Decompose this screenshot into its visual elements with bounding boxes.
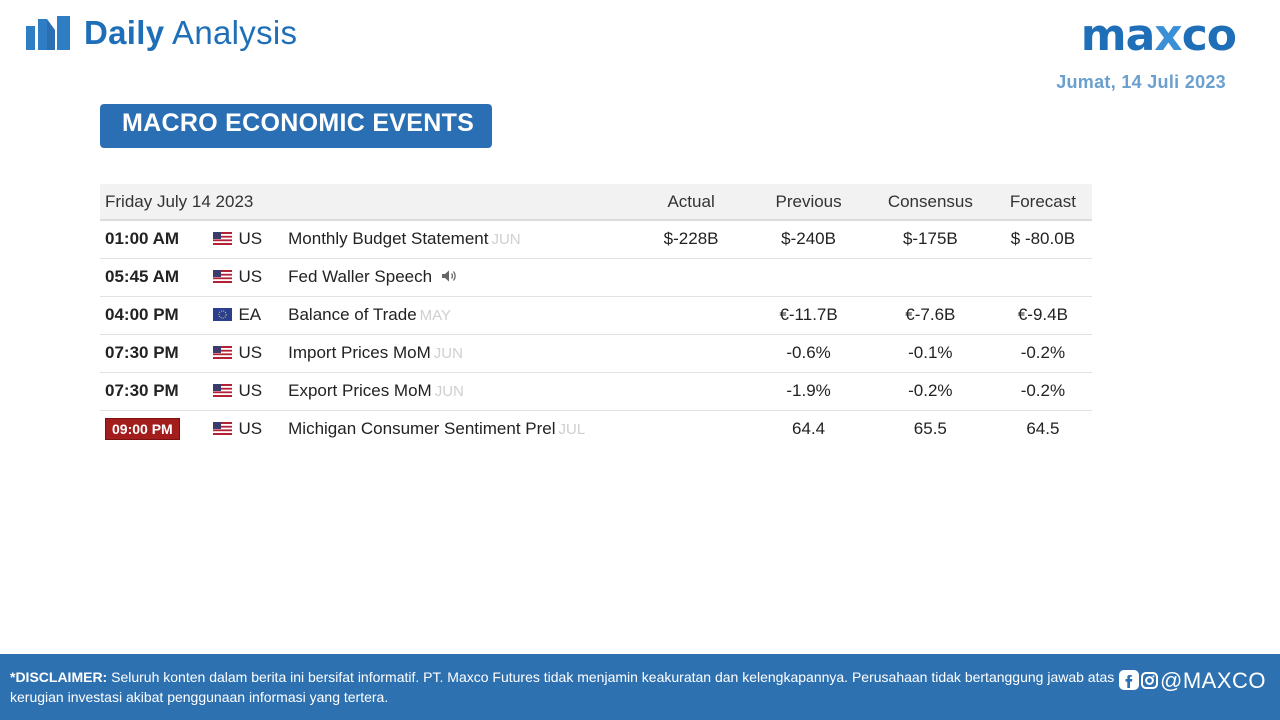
column-header-previous: Previous: [750, 184, 867, 220]
social-handle-text[interactable]: @MAXCO: [1159, 668, 1266, 693]
event-time: 07:30 PM: [100, 333, 214, 372]
event-name[interactable]: Fed Waller Speech: [288, 267, 433, 286]
country-code: US: [238, 381, 263, 400]
event-name[interactable]: Export Prices MoM: [288, 381, 432, 400]
consensus-value: -0.1%: [866, 333, 994, 372]
event-name[interactable]: Monthly Budget Statement: [288, 229, 489, 249]
event-name-cell[interactable]: Balance of Trade MAY: [288, 295, 632, 334]
consensus-value: [866, 257, 994, 296]
event-name-cell[interactable]: Export Prices MoM JUN: [288, 371, 632, 410]
forecast-value: -0.2%: [993, 371, 1092, 410]
previous-value: -0.6%: [750, 333, 867, 372]
column-header-actual: Actual: [631, 184, 751, 220]
table-header-row: Friday July 14 2023 Actual Previous Cons…: [100, 184, 1092, 220]
forecast-value: $ -80.0B: [993, 219, 1092, 258]
table-row: 04:00 PM EA Balance of Trade MAY €-11.7B …: [100, 295, 1092, 334]
event-name[interactable]: Import Prices MoM: [288, 343, 431, 362]
us-flag-icon: [213, 346, 233, 359]
event-period: JUL: [558, 421, 586, 439]
country-code: US: [238, 343, 263, 362]
forecast-value: €-9.4B: [993, 295, 1092, 334]
previous-value: $-240B: [750, 219, 867, 258]
eu-flag-icon: [213, 308, 233, 321]
actual-value: [631, 295, 751, 334]
us-flag-icon: [213, 270, 233, 283]
us-flag-icon: [213, 232, 233, 246]
event-country: US: [213, 257, 289, 296]
event-period: JUN: [491, 231, 521, 249]
brand-title-light: Analysis: [172, 14, 298, 51]
economic-events-table: Friday July 14 2023 Actual Previous Cons…: [100, 184, 1092, 448]
event-country: US: [213, 333, 289, 372]
consensus-value: €-7.6B: [866, 295, 994, 334]
brand-title: Daily Analysis: [84, 14, 297, 52]
previous-value: -1.9%: [750, 371, 867, 410]
event-country: EA: [213, 295, 289, 334]
event-name-cell[interactable]: Michigan Consumer Sentiment Prel JUL: [288, 409, 632, 448]
logo-x: x: [1154, 10, 1182, 61]
facebook-instagram-icon[interactable]: [1118, 668, 1158, 694]
event-time: 01:00 AM: [100, 219, 214, 258]
bar-chart-icon: [26, 16, 70, 50]
disclaimer-footer: *DISCLAIMER: Seluruh konten dalam berita…: [0, 654, 1280, 720]
event-name-cell[interactable]: Import Prices MoM JUN: [288, 333, 632, 372]
actual-value: [631, 257, 751, 296]
event-country: US: [213, 409, 289, 448]
forecast-value: [993, 257, 1092, 296]
table-row: 05:45 AM US Fed Waller Speech: [100, 257, 1092, 296]
table-row: 01:00 AM US Monthly Budget Statement JUN …: [100, 219, 1092, 258]
forecast-value: -0.2%: [993, 333, 1092, 372]
previous-value: [750, 257, 867, 296]
event-name[interactable]: Michigan Consumer Sentiment Prel: [288, 419, 556, 439]
country-code: US: [238, 419, 263, 439]
maxco-logo: maxco: [1080, 10, 1237, 61]
logo-right: co: [1181, 10, 1237, 61]
table-date-header: Friday July 14 2023: [100, 184, 632, 220]
forecast-value: 64.5: [993, 409, 1092, 448]
consensus-value: -0.2%: [866, 371, 994, 410]
event-period: JUN: [433, 345, 463, 362]
country-code: EA: [238, 305, 262, 324]
event-name[interactable]: Balance of Trade: [288, 305, 417, 324]
event-period: JUN: [434, 383, 464, 400]
event-name-cell[interactable]: Fed Waller Speech: [288, 257, 632, 296]
event-time: 05:45 AM: [100, 257, 214, 296]
social-handle[interactable]: @MAXCO: [1118, 668, 1266, 694]
disclaimer-line-1: *DISCLAIMER: Seluruh konten dalam berita…: [10, 667, 1225, 687]
previous-value: €-11.7B: [750, 295, 867, 334]
actual-value: $-228B: [631, 219, 751, 258]
section-banner: MACRO ECONOMIC EVENTS: [100, 104, 492, 148]
actual-value: [631, 333, 751, 372]
us-flag-icon: [213, 422, 233, 436]
consensus-value: $-175B: [866, 219, 994, 258]
event-country: US: [213, 371, 289, 410]
column-header-consensus: Consensus: [866, 184, 994, 220]
table-row: 09:00 PM US Michigan Consumer Sentiment …: [100, 409, 1092, 448]
event-time-highlight: 09:00 PM: [105, 418, 180, 441]
disclaimer-text-2: kerugian investasi akibat penggunaan inf…: [10, 689, 389, 705]
actual-value: [631, 371, 751, 410]
speaker-icon[interactable]: [441, 269, 458, 283]
event-country: US: [213, 219, 289, 258]
report-date: Jumat, 14 Juli 2023: [1056, 72, 1226, 92]
actual-value: [631, 409, 751, 448]
consensus-value: 65.5: [866, 409, 994, 448]
disclaimer-label: *DISCLAIMER:: [10, 669, 108, 685]
country-code: US: [238, 229, 263, 249]
logo-left: ma: [1080, 10, 1156, 61]
table-row: 07:30 PM US Import Prices MoM JUN -0.6% -…: [100, 333, 1092, 372]
disclaimer-text-1: Seluruh konten dalam berita ini bersifat…: [111, 669, 1115, 685]
column-header-forecast: Forecast: [993, 184, 1092, 220]
event-time: 07:30 PM: [100, 371, 214, 410]
event-name-cell[interactable]: Monthly Budget Statement JUN: [288, 219, 632, 258]
brand: Daily Analysis: [26, 14, 297, 52]
us-flag-icon: [213, 384, 233, 397]
event-period: MAY: [419, 307, 452, 324]
previous-value: 64.4: [750, 409, 867, 448]
event-time: 04:00 PM: [100, 295, 214, 334]
table-row: 07:30 PM US Export Prices MoM JUN -1.9% -…: [100, 371, 1092, 410]
event-time-cell: 09:00 PM: [100, 409, 214, 448]
country-code: US: [238, 267, 263, 286]
brand-title-bold: Daily: [84, 14, 165, 51]
